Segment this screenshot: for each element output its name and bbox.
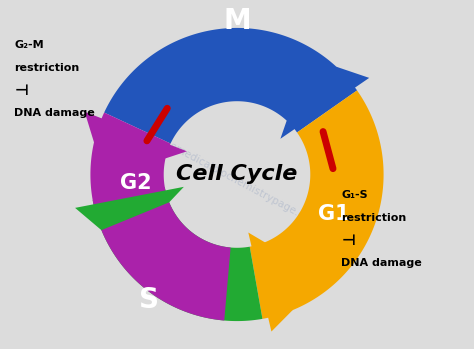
Text: S: S [139,286,159,314]
Text: G1: G1 [318,204,350,224]
Text: G₁-S: G₁-S [341,191,368,200]
Polygon shape [281,67,369,139]
Text: ⊣: ⊣ [14,83,28,98]
Polygon shape [85,112,187,158]
Text: restriction: restriction [14,63,80,73]
Text: ⊣: ⊣ [341,233,356,248]
Polygon shape [91,113,231,320]
Text: Cell Cycle: Cell Cycle [176,164,298,185]
Polygon shape [92,187,263,321]
Polygon shape [75,187,184,230]
Polygon shape [248,232,292,332]
Text: DNA damage: DNA damage [341,259,422,268]
Text: themedicalbiochemistrypage.org: themedicalbiochemistrypage.org [158,136,316,227]
Polygon shape [104,28,357,143]
Text: G2: G2 [120,173,152,193]
Text: DNA damage: DNA damage [14,109,95,118]
Text: restriction: restriction [341,213,407,223]
Polygon shape [250,90,383,319]
Text: G₂-M: G₂-M [14,40,44,50]
Text: M: M [223,7,251,35]
